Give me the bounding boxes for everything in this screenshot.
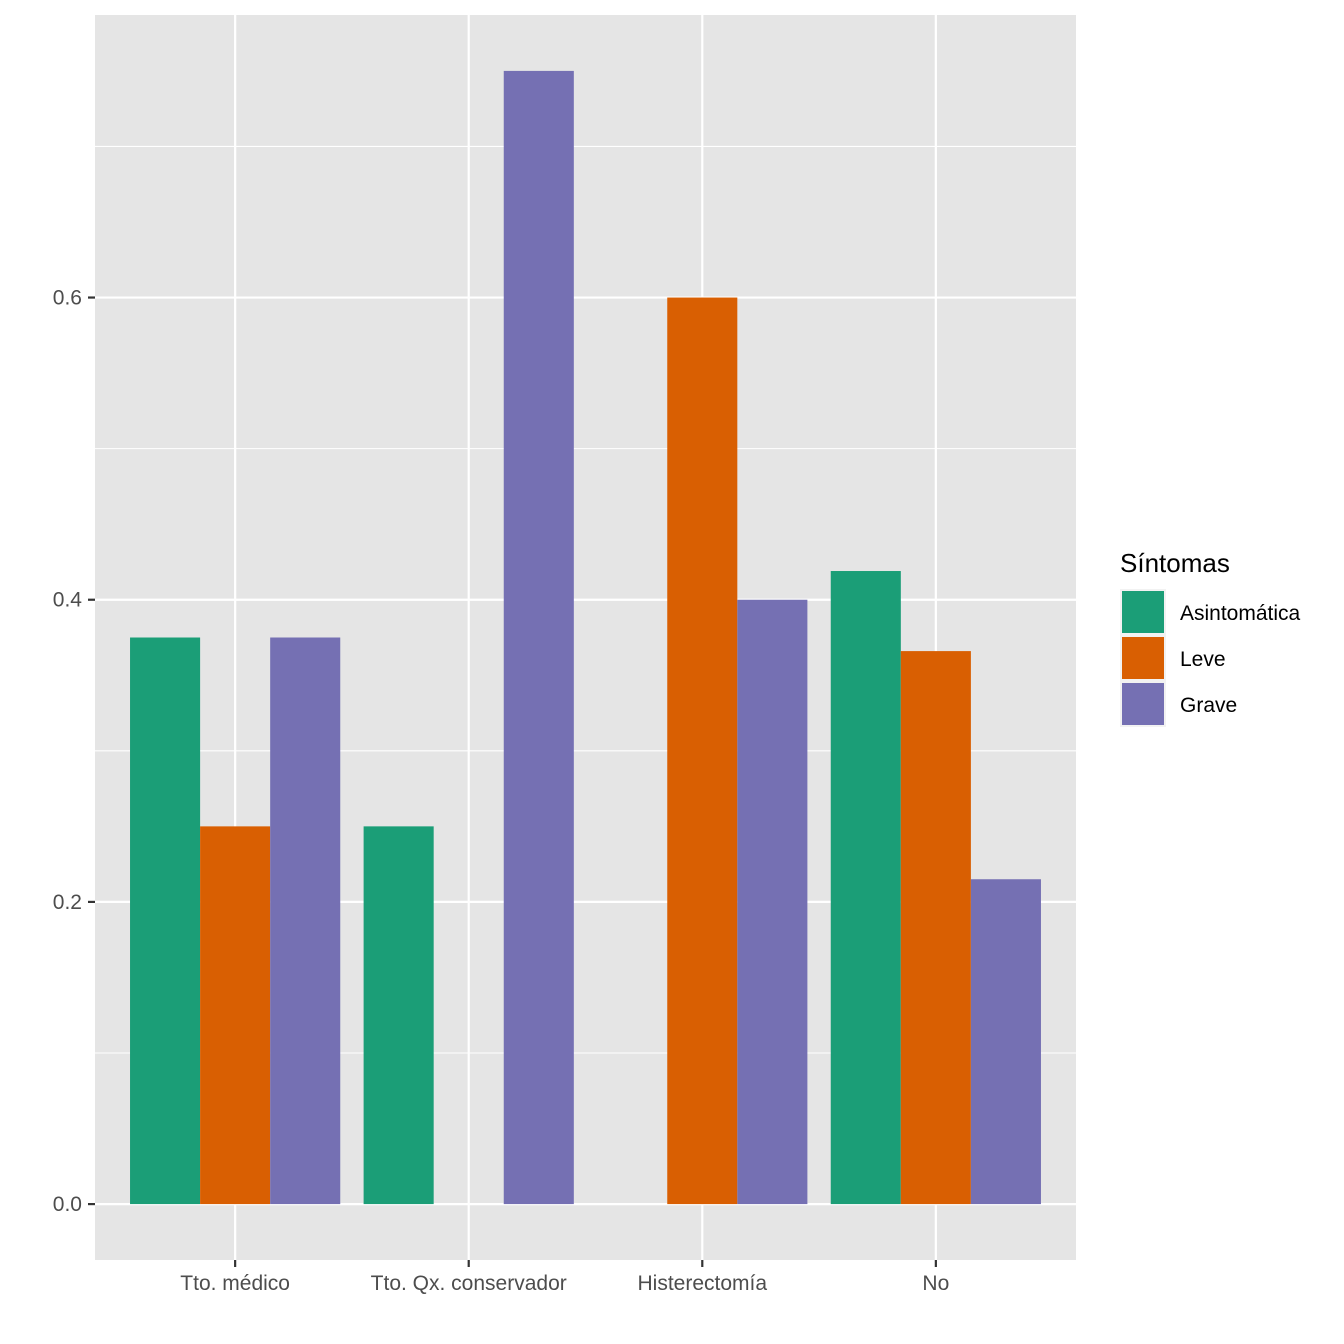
bar (737, 599, 808, 1205)
bar (900, 651, 971, 1205)
bar (970, 879, 1041, 1205)
y-tick-label: 0.2 (53, 891, 82, 914)
legend-key-swatch (1122, 637, 1164, 679)
bars (130, 70, 1041, 1205)
y-tick-label: 0.4 (53, 589, 83, 612)
x-axis: Tto. médico Tto. Qx. conservador Histerect… (180, 1260, 949, 1295)
bar (200, 826, 271, 1205)
y-axis: 0.0 0.2 0.4 0.6 (53, 287, 95, 1216)
y-tick-label: 0.0 (53, 1193, 82, 1216)
legend-label: Asintomática (1180, 602, 1301, 625)
bar (270, 637, 341, 1205)
x-tick-label: Histerectomía (638, 1272, 768, 1295)
bar (363, 826, 434, 1205)
x-tick-label: No (922, 1272, 949, 1295)
bar (130, 637, 201, 1205)
bar (503, 70, 574, 1205)
legend-label: Leve (1180, 648, 1226, 671)
legend-label: Grave (1180, 694, 1237, 717)
legend-key-swatch (1122, 591, 1164, 633)
bar (667, 297, 738, 1205)
x-tick-label: Tto. médico (180, 1272, 290, 1295)
bar (830, 571, 901, 1205)
legend-title: Síntomas (1120, 548, 1230, 578)
legend-key-swatch (1122, 683, 1164, 725)
legend: Síntomas Asintomática Leve Grave (1120, 548, 1301, 727)
y-tick-label: 0.6 (53, 287, 82, 310)
x-tick-label: Tto. Qx. conservador (371, 1272, 567, 1295)
